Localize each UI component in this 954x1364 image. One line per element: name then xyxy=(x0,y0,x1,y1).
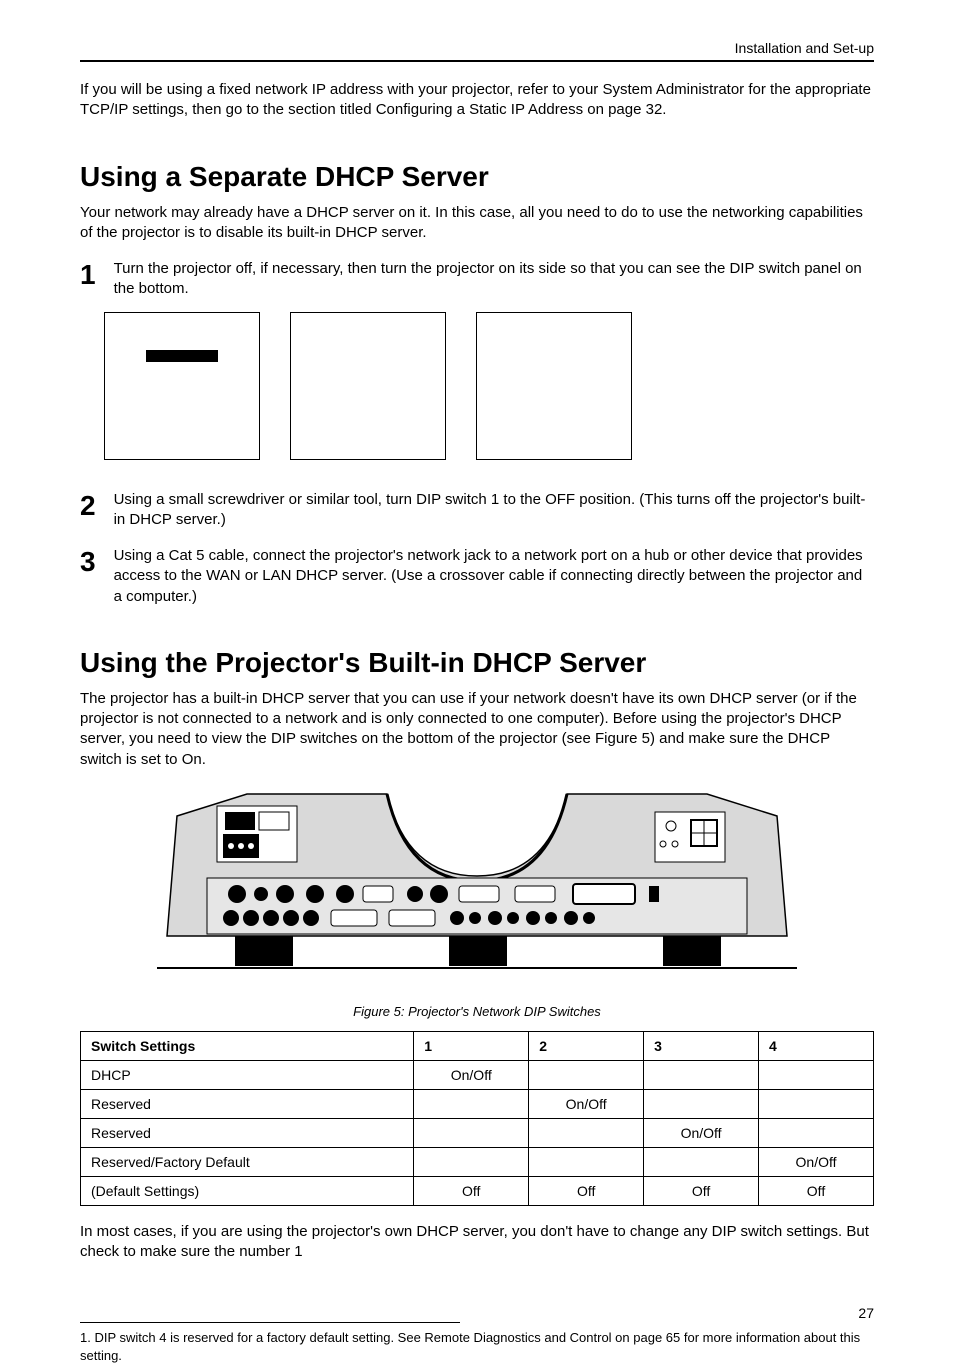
table-cell: Reserved xyxy=(81,1118,414,1147)
table-cell: On/Off xyxy=(759,1147,874,1176)
builtin-dhcp-paragraph: The projector has a built-in DHCP server… xyxy=(80,689,874,770)
table-cell xyxy=(529,1147,644,1176)
table-cell xyxy=(529,1060,644,1089)
step-3-text: Using a Cat 5 cable, connect the project… xyxy=(114,546,874,607)
dip-th-1: 1 xyxy=(414,1031,529,1060)
illustration-panels xyxy=(104,312,874,460)
dip-th-0: Switch Settings xyxy=(81,1031,414,1060)
figure-5-caption: Figure 5: Projector's Network DIP Switch… xyxy=(80,1004,874,1019)
step-1-number: 1 xyxy=(80,259,96,291)
table-row: Reserved On/Off xyxy=(81,1089,874,1118)
dip-th-4: 4 xyxy=(759,1031,874,1060)
table-cell xyxy=(414,1089,529,1118)
table-cell xyxy=(414,1118,529,1147)
table-cell xyxy=(644,1060,759,1089)
table-cell xyxy=(414,1147,529,1176)
table-cell xyxy=(759,1060,874,1089)
intro-paragraph: If you will be using a fixed network IP … xyxy=(80,80,874,121)
table-cell: DHCP xyxy=(81,1060,414,1089)
table-row: DHCPOn/Off xyxy=(81,1060,874,1089)
table-cell: Reserved xyxy=(81,1089,414,1118)
table-cell: (Default Settings) xyxy=(81,1176,414,1205)
panel-2 xyxy=(290,312,446,460)
dip-switch-table: Switch Settings 1 2 3 4 DHCPOn/OffReserv… xyxy=(80,1031,874,1206)
table-cell: Off xyxy=(414,1176,529,1205)
after-table-paragraph: In most cases, if you are using the proj… xyxy=(80,1222,874,1263)
page-number: 27 xyxy=(858,1305,874,1321)
table-cell: On/Off xyxy=(414,1060,529,1089)
table-cell xyxy=(759,1118,874,1147)
table-cell: On/Off xyxy=(644,1118,759,1147)
table-row: Reserved/Factory Default On/Off xyxy=(81,1147,874,1176)
step-2-text: Using a small screwdriver or similar too… xyxy=(114,490,874,531)
table-cell: Off xyxy=(529,1176,644,1205)
running-head: Installation and Set-up xyxy=(80,40,874,56)
panel-1-bar xyxy=(146,350,218,362)
section-title-builtin-dhcp: Using the Projector's Built-in DHCP Serv… xyxy=(80,647,874,679)
dip-table-header-row: Switch Settings 1 2 3 4 xyxy=(81,1031,874,1060)
step-3-number: 3 xyxy=(80,546,96,578)
section-title-separate-dhcp: Using a Separate DHCP Server xyxy=(80,161,874,193)
panel-3 xyxy=(476,312,632,460)
table-cell: Off xyxy=(644,1176,759,1205)
table-row: (Default Settings)OffOffOffOff xyxy=(81,1176,874,1205)
table-cell: On/Off xyxy=(529,1089,644,1118)
separate-dhcp-paragraph: Your network may already have a DHCP ser… xyxy=(80,203,874,244)
step-1-text: Turn the projector off, if necessary, th… xyxy=(114,259,874,300)
dip-th-3: 3 xyxy=(644,1031,759,1060)
step-2-number: 2 xyxy=(80,490,96,522)
table-cell: Reserved/Factory Default xyxy=(81,1147,414,1176)
footnote-text: 1. DIP switch 4 is reserved for a factor… xyxy=(80,1329,874,1364)
panel-1 xyxy=(104,312,260,460)
dip-th-2: 2 xyxy=(529,1031,644,1060)
table-cell xyxy=(644,1089,759,1118)
table-cell: Off xyxy=(759,1176,874,1205)
header-rule xyxy=(80,60,874,62)
table-row: Reserved On/Off xyxy=(81,1118,874,1147)
table-cell xyxy=(529,1118,644,1147)
footnote-separator xyxy=(80,1322,460,1323)
table-cell xyxy=(644,1147,759,1176)
projector-rear-figure xyxy=(157,786,797,996)
table-cell xyxy=(759,1089,874,1118)
